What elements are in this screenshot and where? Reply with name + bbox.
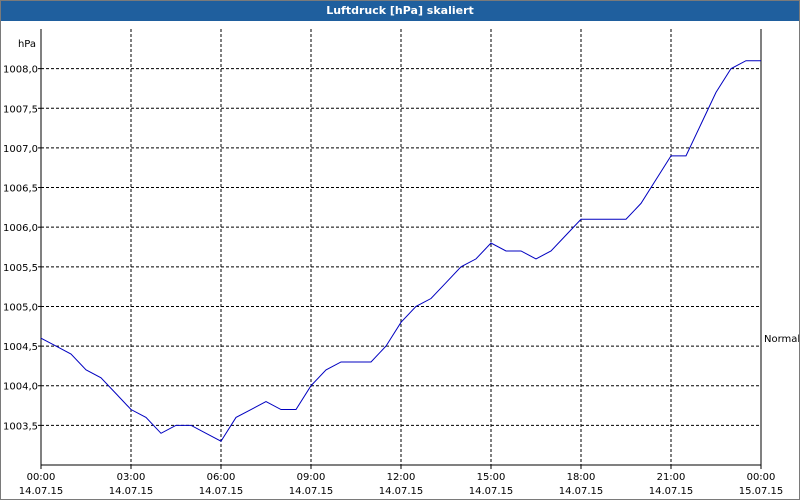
- y-tick-label: 1005,5: [3, 263, 38, 274]
- y-tick-label: 1004,0: [3, 382, 38, 393]
- x-tick-label: 12:00: [387, 472, 416, 483]
- chart-title: Luftdruck [hPa] skaliert: [1, 1, 799, 21]
- x-tick-date: 14.07.15: [379, 486, 424, 497]
- x-tick-label: 00:00: [747, 472, 776, 483]
- x-tick-date: 14.07.15: [469, 486, 514, 497]
- x-tick-label: 06:00: [207, 472, 236, 483]
- x-tick-date: 14.07.15: [649, 486, 694, 497]
- annotation: Normal: [764, 334, 799, 345]
- y-tick-label: 1007,0: [3, 144, 38, 155]
- x-tick-label: 00:00: [27, 472, 56, 483]
- x-tick-label: 09:00: [297, 472, 326, 483]
- x-tick-date: 14.07.15: [559, 486, 604, 497]
- y-tick-label: 1006,5: [3, 184, 38, 195]
- x-tick-date: 14.07.15: [289, 486, 334, 497]
- y-tick-label: 1003,5: [3, 421, 38, 432]
- x-tick-date: 14.07.15: [199, 486, 244, 497]
- y-tick-label: 1005,0: [3, 302, 38, 313]
- x-tick-label: 21:00: [657, 472, 686, 483]
- y-tick-label: 1008,0: [3, 65, 38, 76]
- data-line: [40, 60, 761, 442]
- x-tick-date: 15.07.15: [739, 486, 784, 497]
- x-tick-label: 15:00: [477, 472, 506, 483]
- x-tick-label: 18:00: [567, 472, 596, 483]
- y-tick-label: 1004,5: [3, 342, 38, 353]
- y-tick-label: 1006,0: [3, 223, 38, 234]
- x-tick-date: 14.07.15: [19, 486, 64, 497]
- y-tick-label: 1007,5: [3, 104, 38, 115]
- x-tick-date: 14.07.15: [109, 486, 154, 497]
- y-axis-label: hPa: [18, 39, 36, 50]
- x-tick-label: 03:00: [117, 472, 146, 483]
